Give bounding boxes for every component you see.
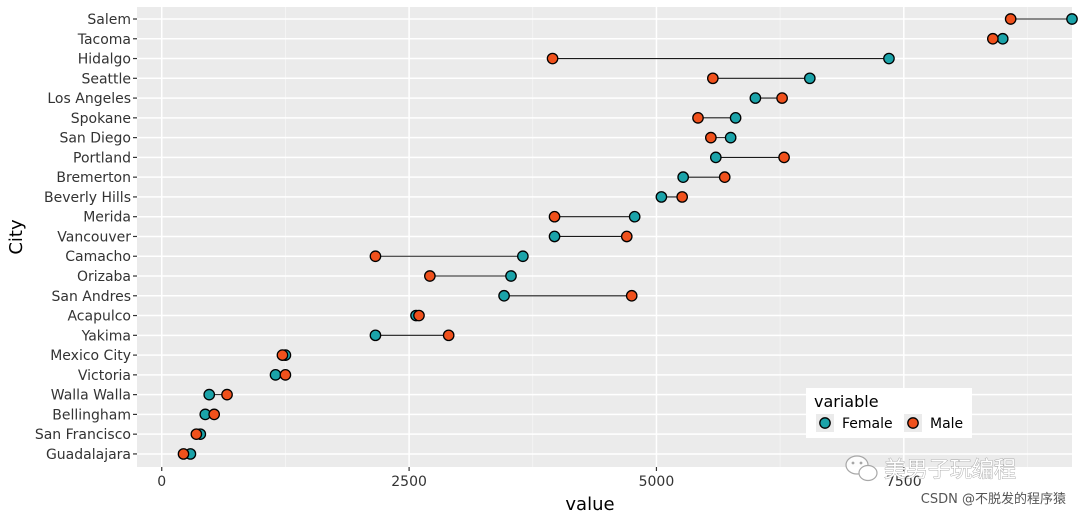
point-male (221, 388, 233, 401)
point-male (692, 112, 704, 124)
point-female (628, 210, 641, 223)
point-male (208, 408, 221, 421)
y-tick-label: Orizaba (77, 269, 131, 285)
y-tick-label: Bellingham (52, 407, 131, 423)
point-male (177, 448, 190, 460)
point-female (883, 52, 895, 65)
point-male (986, 32, 999, 45)
x-tick-label: 7500 (886, 474, 922, 490)
point-male (276, 349, 289, 361)
point-female (729, 112, 742, 124)
point-female (369, 329, 382, 342)
point-male (546, 52, 559, 65)
point-female (517, 250, 529, 263)
y-tick-label: Guadalajara (46, 447, 131, 463)
y-tick-label: San Francisco (35, 427, 131, 443)
watermark-credit: CSDN @不脱发的程序猿 (921, 491, 1066, 507)
x-axis-title: value (565, 494, 614, 515)
y-tick-label: Seattle (81, 71, 131, 87)
y-axis-title: City (6, 219, 27, 255)
y-tick-label: Los Angeles (47, 91, 131, 107)
y-tick-label: Victoria (78, 368, 131, 384)
point-female (749, 92, 762, 104)
point-female (803, 72, 816, 85)
point-male (424, 270, 436, 282)
y-tick-label: Tacoma (77, 32, 131, 48)
point-male (706, 72, 719, 85)
y-tick-label: Portland (73, 150, 131, 166)
y-tick-label: Beverly Hills (44, 190, 131, 206)
point-male (718, 171, 731, 184)
point-female (655, 191, 668, 203)
legend-key-female (816, 414, 834, 432)
x-tick-label: 0 (157, 474, 166, 490)
legend-label-female: Female (842, 416, 893, 432)
point-female (1066, 13, 1078, 25)
y-tick-label: San Diego (59, 131, 131, 147)
watermark: 美男子玩编程 CSDN @不脱发的程序猿 (845, 455, 1066, 507)
point-male (705, 131, 717, 144)
x-tick-label: 5000 (639, 474, 675, 490)
y-tick-label: Vancouver (57, 229, 131, 245)
point-male (620, 230, 633, 243)
y-tick-label: Hidalgo (78, 52, 131, 68)
point-male (442, 329, 455, 342)
x-tick-label: 2500 (391, 474, 427, 490)
point-female (203, 388, 216, 401)
y-tick-label: Mexico City (50, 348, 131, 364)
point-female (269, 369, 282, 381)
y-tick-label: Camacho (65, 249, 131, 265)
point-male (676, 191, 689, 203)
point-female (709, 151, 722, 164)
legend-marker-female (819, 417, 831, 429)
point-male (625, 289, 638, 302)
legend: variable Female Male (806, 388, 972, 438)
legend-marker-male (907, 417, 919, 429)
point-male (548, 210, 561, 223)
point-female (677, 171, 690, 184)
y-tick-label: San Andres (52, 289, 131, 305)
y-tick-label: Yakima (81, 328, 131, 344)
point-female (505, 270, 517, 282)
point-male (190, 428, 203, 441)
y-tick-label: Walla Walla (51, 388, 131, 404)
y-tick-label: Salem (87, 12, 131, 28)
point-female (498, 289, 510, 302)
points (177, 13, 1078, 460)
wechat-logo (845, 455, 878, 482)
y-tick-label: Bremerton (56, 170, 131, 186)
legend-key-male (904, 414, 922, 432)
point-female (724, 131, 737, 144)
watermark-text: 美男子玩编程 (884, 458, 1016, 483)
point-male (778, 151, 790, 164)
axes: 0 2500 5000 7500 Salem Tacoma Hidalgo Seattle Lo… (35, 12, 922, 490)
y-tick-label: Spokane (71, 111, 131, 127)
point-male (776, 92, 788, 104)
point-male (1004, 13, 1017, 25)
legend-label-male: Male (930, 416, 963, 432)
point-male (279, 369, 292, 381)
point-male (369, 250, 382, 263)
y-tick-label: Acapulco (67, 309, 131, 325)
point-male (413, 309, 425, 322)
point-female (996, 32, 1009, 45)
point-female (548, 230, 561, 243)
y-tick-label: Merida (83, 210, 131, 226)
legend-title: variable (814, 392, 879, 411)
